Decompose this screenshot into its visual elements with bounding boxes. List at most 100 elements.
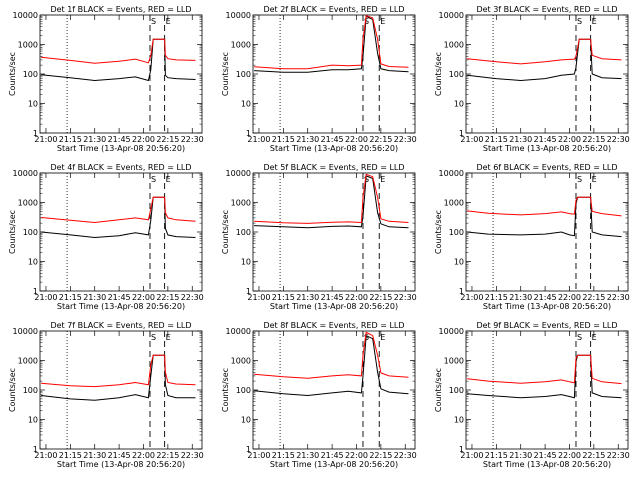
plot-frame bbox=[465, 172, 629, 292]
y-tick-label: 10000 bbox=[439, 327, 464, 336]
x-tick-label: 21:00 bbox=[247, 451, 270, 460]
x-axis-label: Start Time (13-Apr-08 20:56:20) bbox=[483, 460, 611, 469]
panel-det-7f: Det 7f BLACK = Events, RED = LLD 1 10 100 10… bbox=[8, 321, 204, 469]
series-lld-line bbox=[254, 173, 409, 224]
x-tick-label: 21:30 bbox=[296, 451, 319, 460]
panel-title: Det 5f BLACK = Events, RED = LLD bbox=[263, 163, 404, 172]
y-axis-label: Counts/sec bbox=[8, 210, 17, 254]
x-tick-label: 22:15 bbox=[582, 451, 605, 460]
plot-frame bbox=[39, 14, 203, 134]
series-events-line bbox=[254, 15, 409, 73]
end-marker-label: E bbox=[592, 175, 597, 184]
x-tick-label: 22:30 bbox=[607, 293, 630, 302]
panel-title: Det 4f BLACK = Events, RED = LLD bbox=[50, 163, 191, 172]
series-lld-line bbox=[467, 354, 622, 385]
panel-title: Det 3f BLACK = Events, RED = LLD bbox=[476, 5, 617, 14]
y-tick-label: 10 bbox=[241, 100, 251, 109]
x-tick-label: 21:30 bbox=[509, 451, 532, 460]
x-tick-label: 22:15 bbox=[369, 135, 392, 144]
x-tick-label: 21:30 bbox=[509, 293, 532, 302]
y-axis-label: Counts/sec bbox=[221, 368, 230, 412]
y-tick-label: 100 bbox=[449, 228, 464, 237]
y-axis-label: Counts/sec bbox=[221, 210, 230, 254]
y-tick-label: 10 bbox=[454, 100, 464, 109]
x-tick-label: 21:45 bbox=[321, 135, 344, 144]
end-marker-label: E bbox=[166, 17, 171, 26]
x-tick-label: 22:00 bbox=[558, 135, 581, 144]
y-tick-label: 1 bbox=[246, 445, 251, 454]
x-tick-label: 21:45 bbox=[321, 451, 344, 460]
end-marker-label: E bbox=[592, 17, 597, 26]
x-axis-label: Start Time (13-Apr-08 20:56:20) bbox=[57, 302, 185, 311]
plot-frame bbox=[39, 330, 203, 450]
x-tick-label: 21:15 bbox=[272, 135, 295, 144]
x-tick-label: 22:15 bbox=[156, 135, 179, 144]
x-tick-label: 22:15 bbox=[156, 451, 179, 460]
x-tick-label: 21:30 bbox=[83, 293, 106, 302]
y-tick-label: 10000 bbox=[226, 327, 251, 336]
start-marker-label: S bbox=[151, 333, 156, 342]
x-tick-label: 22:30 bbox=[607, 451, 630, 460]
series-lld-line bbox=[41, 38, 196, 64]
x-tick-label: 21:45 bbox=[534, 451, 557, 460]
x-tick-label: 21:15 bbox=[272, 451, 295, 460]
x-tick-label: 22:00 bbox=[345, 451, 368, 460]
x-axis-label: Start Time (13-Apr-08 20:56:20) bbox=[57, 460, 185, 469]
y-tick-label: 1 bbox=[246, 287, 251, 296]
x-axis-label: Start Time (13-Apr-08 20:56:20) bbox=[483, 144, 611, 153]
y-tick-label: 10000 bbox=[226, 169, 251, 178]
series-events-line bbox=[254, 175, 409, 229]
x-tick-label: 21:00 bbox=[34, 135, 57, 144]
y-tick-label: 1 bbox=[33, 445, 38, 454]
series-lld-line bbox=[254, 331, 409, 379]
y-tick-label: 10000 bbox=[439, 11, 464, 20]
x-tick-label: 22:00 bbox=[345, 135, 368, 144]
y-axis-label: Counts/sec bbox=[8, 52, 17, 96]
panel-title: Det 9f BLACK = Events, RED = LLD bbox=[476, 321, 617, 330]
y-tick-label: 1 bbox=[33, 287, 38, 296]
x-tick-label: 22:15 bbox=[369, 293, 392, 302]
x-tick-label: 22:00 bbox=[345, 293, 368, 302]
y-tick-label: 100 bbox=[236, 70, 251, 79]
start-marker-label: S bbox=[577, 333, 582, 342]
x-tick-label: 22:00 bbox=[558, 451, 581, 460]
x-tick-label: 22:15 bbox=[369, 451, 392, 460]
end-marker-label: E bbox=[166, 175, 171, 184]
panel-title: Det 7f BLACK = Events, RED = LLD bbox=[50, 321, 191, 330]
start-marker-label: S bbox=[577, 17, 582, 26]
x-tick-label: 21:45 bbox=[108, 135, 131, 144]
y-tick-label: 1000 bbox=[444, 41, 464, 50]
x-tick-label: 21:45 bbox=[534, 135, 557, 144]
y-axis-label: Counts/sec bbox=[434, 368, 443, 412]
y-tick-label: 10 bbox=[28, 100, 38, 109]
x-tick-label: 22:15 bbox=[582, 135, 605, 144]
x-tick-label: 21:30 bbox=[83, 135, 106, 144]
y-tick-label: 100 bbox=[449, 70, 464, 79]
start-marker-label: S bbox=[577, 175, 582, 184]
panel-title: Det 1f BLACK = Events, RED = LLD bbox=[50, 5, 191, 14]
y-tick-label: 1000 bbox=[231, 41, 251, 50]
x-tick-label: 21:00 bbox=[460, 293, 483, 302]
plot-frame bbox=[252, 14, 416, 134]
panel-det-5f: Det 5f BLACK = Events, RED = LLD 1 10 100 10… bbox=[221, 163, 417, 311]
panel-det-8f: Det 8f BLACK = Events, RED = LLD 1 10 100 10… bbox=[221, 321, 417, 469]
y-tick-label: 1 bbox=[459, 129, 464, 138]
x-tick-label: 22:00 bbox=[132, 451, 155, 460]
y-tick-label: 1 bbox=[33, 129, 38, 138]
y-tick-label: 1000 bbox=[231, 357, 251, 366]
x-tick-label: 21:15 bbox=[272, 293, 295, 302]
y-axis-label: Counts/sec bbox=[434, 52, 443, 96]
x-tick-label: 21:00 bbox=[34, 451, 57, 460]
x-tick-label: 21:15 bbox=[485, 451, 508, 460]
y-tick-label: 1 bbox=[459, 287, 464, 296]
y-tick-label: 10000 bbox=[226, 11, 251, 20]
x-tick-label: 21:00 bbox=[460, 451, 483, 460]
y-tick-label: 1000 bbox=[444, 199, 464, 208]
x-tick-label: 22:30 bbox=[394, 293, 417, 302]
series-events-line bbox=[254, 334, 409, 397]
x-tick-label: 22:00 bbox=[558, 293, 581, 302]
x-tick-label: 22:15 bbox=[156, 293, 179, 302]
series-lld-line bbox=[467, 196, 622, 217]
plot-frame bbox=[252, 330, 416, 450]
x-tick-label: 22:30 bbox=[181, 293, 204, 302]
